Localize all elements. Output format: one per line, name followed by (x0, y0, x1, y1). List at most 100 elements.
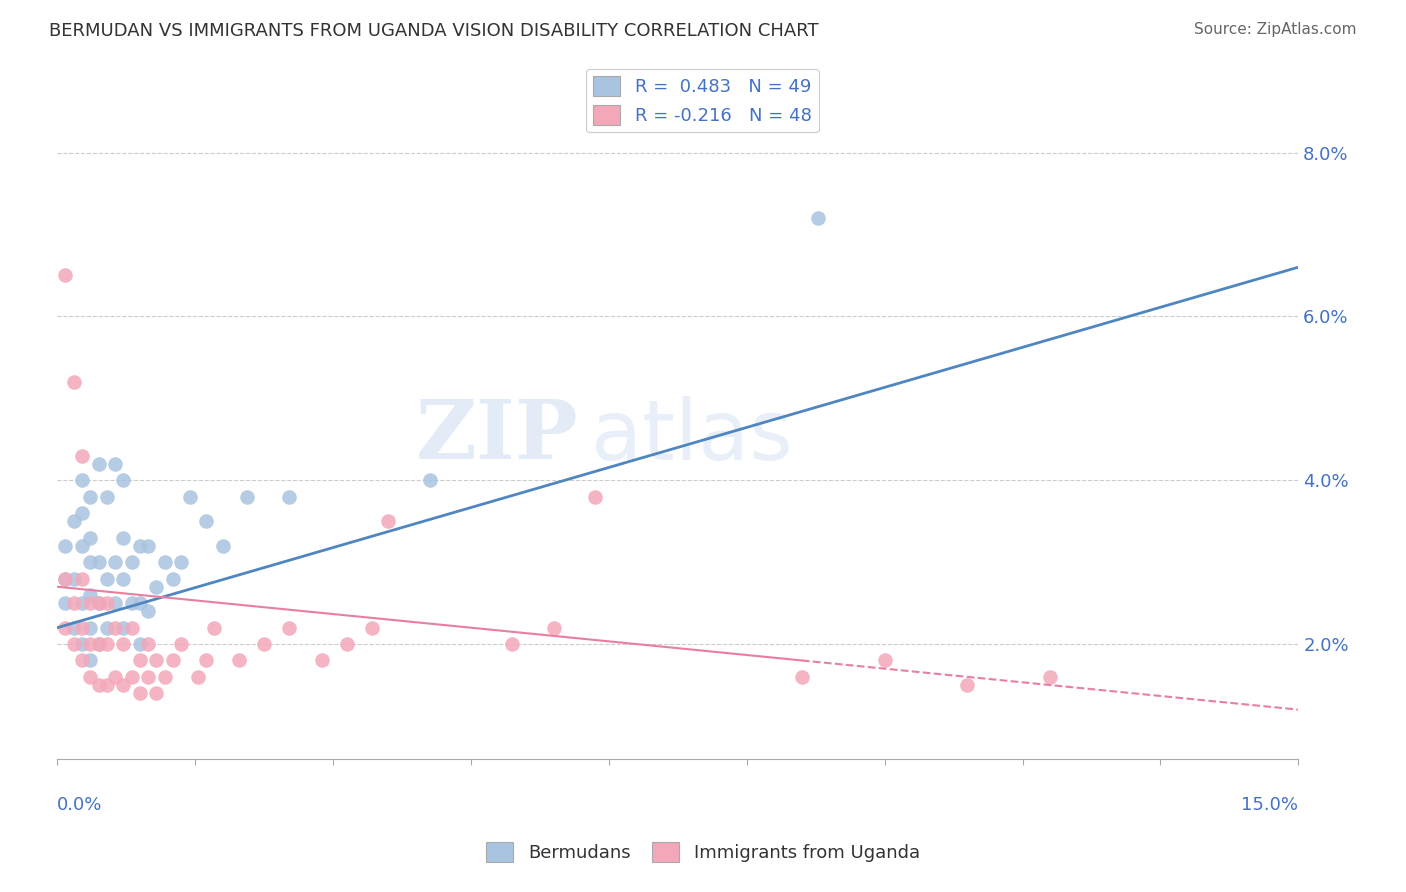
Point (145, 580, 167, 594)
Point (112, 637, 135, 651)
Point (62, 596, 84, 610)
Point (202, 621, 225, 635)
Point (162, 653, 184, 667)
Point (79, 490, 101, 504)
Point (277, 490, 299, 504)
Point (228, 653, 250, 667)
Point (112, 572, 135, 586)
Point (96, 637, 118, 651)
Point (79, 653, 101, 667)
Point (55, 572, 77, 586)
Point (501, 637, 523, 651)
Point (136, 670, 159, 684)
Point (211, 539, 233, 553)
Point (129, 653, 152, 667)
Point (136, 539, 159, 553)
Point (129, 686, 152, 700)
Point (87, 457, 110, 471)
Point (277, 621, 299, 635)
Point (70, 637, 93, 651)
Point (79, 637, 101, 651)
Point (62, 572, 84, 586)
Point (70, 449, 93, 463)
Point (129, 596, 152, 610)
Point (70, 539, 93, 553)
Text: 0.0%: 0.0% (58, 796, 103, 814)
Point (121, 621, 143, 635)
Point (87, 637, 110, 651)
Point (70, 621, 93, 635)
Point (104, 457, 127, 471)
Point (104, 670, 127, 684)
Point (253, 637, 276, 651)
Point (360, 621, 382, 635)
Point (79, 588, 101, 602)
Point (162, 572, 184, 586)
Point (145, 653, 167, 667)
Point (55, 621, 77, 635)
Point (87, 637, 110, 651)
Point (195, 514, 218, 528)
Point (96, 490, 118, 504)
Point (336, 637, 359, 651)
Point (543, 621, 565, 635)
Point (96, 678, 118, 692)
Point (96, 572, 118, 586)
Point (790, 670, 813, 684)
Point (112, 621, 135, 635)
Point (55, 539, 77, 553)
Point (956, 678, 979, 692)
Point (70, 506, 93, 520)
Point (87, 596, 110, 610)
Point (187, 670, 209, 684)
Point (153, 555, 176, 569)
Point (136, 604, 159, 618)
Text: BERMUDAN VS IMMIGRANTS FROM UGANDA VISION DISABILITY CORRELATION CHART: BERMUDAN VS IMMIGRANTS FROM UGANDA VISIO… (49, 22, 818, 40)
Point (583, 490, 606, 504)
Point (79, 670, 101, 684)
Point (418, 473, 440, 487)
Point (112, 678, 135, 692)
Point (145, 686, 167, 700)
Point (96, 621, 118, 635)
Text: atlas: atlas (591, 396, 793, 477)
Point (170, 555, 193, 569)
Point (1039, 670, 1062, 684)
Point (311, 653, 333, 667)
Point (70, 653, 93, 667)
Point (121, 555, 143, 569)
Point (129, 539, 152, 553)
Legend: R =  0.483   N = 49, R = -0.216   N = 48: R = 0.483 N = 49, R = -0.216 N = 48 (586, 69, 820, 132)
Point (873, 653, 896, 667)
Point (62, 621, 84, 635)
Point (179, 490, 201, 504)
Point (87, 555, 110, 569)
Point (62, 637, 84, 651)
Point (807, 211, 830, 225)
Point (104, 596, 127, 610)
Point (136, 637, 159, 651)
Point (62, 514, 84, 528)
Legend: Bermudans, Immigrants from Uganda: Bermudans, Immigrants from Uganda (479, 835, 927, 870)
Point (121, 670, 143, 684)
Point (112, 473, 135, 487)
Point (70, 572, 93, 586)
Point (96, 596, 118, 610)
Point (104, 621, 127, 635)
Point (79, 555, 101, 569)
Point (62, 375, 84, 389)
Point (236, 490, 259, 504)
Point (104, 555, 127, 569)
Point (79, 531, 101, 545)
Point (129, 637, 152, 651)
Point (55, 268, 77, 283)
Point (87, 596, 110, 610)
Point (79, 596, 101, 610)
Point (55, 596, 77, 610)
Point (55, 572, 77, 586)
Point (195, 653, 218, 667)
Point (377, 514, 399, 528)
Point (153, 670, 176, 684)
Point (170, 637, 193, 651)
Text: ZIP: ZIP (416, 396, 578, 476)
